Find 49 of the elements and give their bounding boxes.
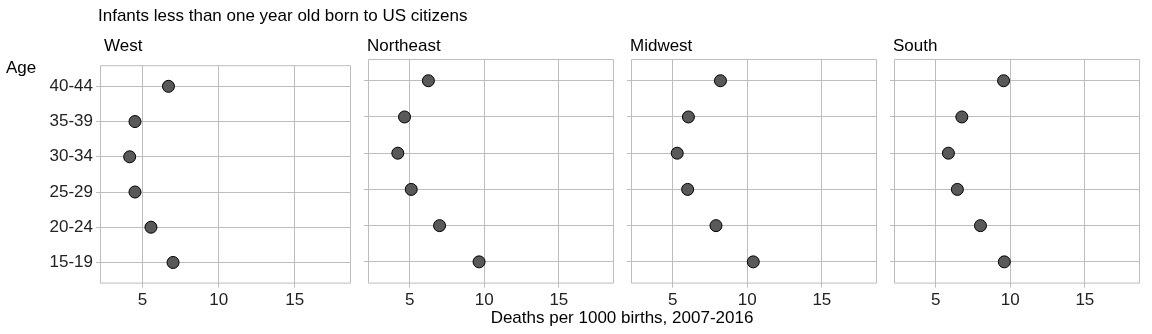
y-tick-label: 40-44 [49, 76, 93, 96]
x-tick-label: 5 [668, 290, 678, 310]
x-tick-label: 10 [474, 290, 494, 310]
point [950, 182, 964, 196]
point [709, 219, 723, 233]
point [713, 74, 727, 88]
point [144, 220, 158, 234]
chart-subtitle: South [893, 36, 938, 56]
y-axis-title: Age [6, 58, 37, 78]
x-tick-label: 5 [405, 290, 415, 310]
chart-subtitle: Northeast [367, 36, 441, 56]
y-tick-label: 30-34 [49, 146, 93, 166]
x-tick-label: 15 [549, 290, 569, 310]
point [997, 255, 1011, 269]
chart-subtitle: West [104, 36, 143, 56]
x-tick-label: 10 [737, 290, 757, 310]
y-tick-label: 25-29 [49, 181, 93, 201]
point [128, 115, 142, 129]
point [161, 79, 175, 93]
point [681, 182, 695, 196]
point [166, 255, 180, 269]
point [123, 150, 137, 164]
point [670, 146, 684, 160]
chart-title: Infants less than one year old born to US citizens [98, 6, 468, 26]
chart-subtitle: Midwest [630, 36, 693, 56]
x-tick-label: 5 [137, 290, 148, 310]
point [472, 255, 486, 269]
point [421, 74, 435, 88]
point [433, 219, 447, 233]
point [404, 182, 418, 196]
x-axis-title: Deaths per 1000 births, 2007-2016 [490, 308, 754, 328]
point [955, 110, 969, 124]
point [398, 110, 412, 124]
point [391, 146, 405, 160]
x-tick-label: 15 [285, 290, 305, 310]
y-tick-label: 35-39 [49, 111, 93, 131]
point [681, 110, 695, 124]
point [997, 74, 1011, 88]
x-tick-label: 15 [812, 290, 832, 310]
point [973, 219, 987, 233]
x-tick-label: 10 [1000, 290, 1020, 310]
point [128, 185, 142, 199]
point [746, 255, 760, 269]
x-tick-label: 15 [1075, 290, 1095, 310]
x-tick-label: 5 [931, 290, 941, 310]
point [941, 146, 955, 160]
x-tick-label: 10 [209, 290, 229, 310]
y-tick-label: 15-19 [49, 252, 93, 272]
y-tick-label: 20-24 [49, 216, 93, 236]
